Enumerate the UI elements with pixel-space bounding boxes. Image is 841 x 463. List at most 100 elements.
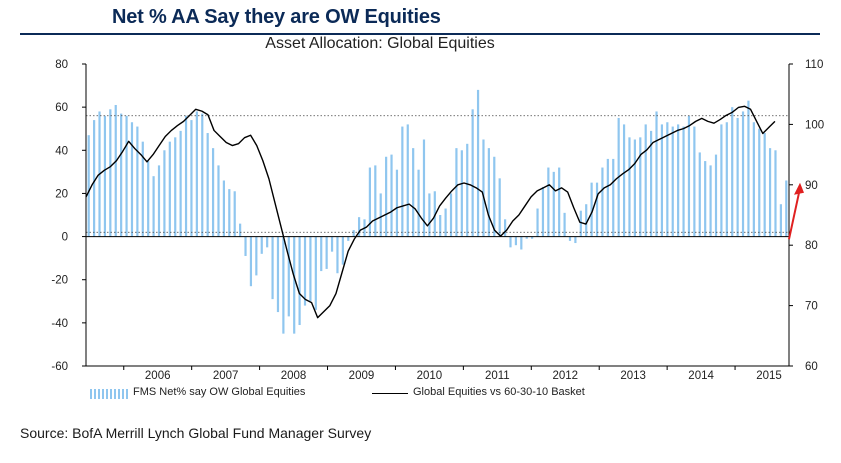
bar [595,182,599,237]
header-title: Net % AA Say they are OW Equities [112,6,441,28]
bar [125,115,128,237]
bar [568,236,572,241]
bar [401,126,404,237]
right-tick-label: 90 [805,180,818,192]
bar [650,130,653,237]
bar [249,236,253,287]
bar [93,120,96,237]
chart-title: Asset Allocation: Global Equities [265,35,495,52]
bar [293,236,296,334]
bar [120,113,123,237]
bar [774,150,777,237]
bar [222,180,225,237]
bar [709,165,712,237]
source-note: Source: BofA Merrill Lynch Global Fund M… [20,425,372,441]
bar [201,113,204,237]
bar [87,135,90,237]
left-tick-label: 80 [55,59,68,71]
bar [720,124,723,237]
bar [633,139,636,237]
bar [109,109,112,237]
bar [660,124,664,237]
bar [395,169,399,237]
line-series-global-equities [85,105,776,319]
tick-labels: 80 60 40 20 0 -20 -40 -60 110 100 90 80 70 60 2006 2007… [51,59,824,382]
bar [704,161,707,237]
left-tick-label: 20 [55,188,68,200]
bar [677,124,680,237]
bar [130,122,134,237]
bar [282,236,285,334]
bar [644,124,647,237]
arrow-head [794,182,804,195]
bar [174,137,177,237]
x-tick-label: 2010 [417,370,443,382]
bar [536,208,539,237]
left-tick-label: -40 [51,318,68,330]
bar [731,107,734,237]
x-tick-label: 2009 [349,370,375,382]
bar [606,158,609,237]
left-tick-label: -20 [51,275,68,287]
right-tick-label: 100 [805,119,824,131]
bar [184,115,188,237]
bar [552,171,555,237]
bar [325,236,328,269]
bar [266,236,269,248]
legend-swatch-bars [90,389,128,399]
bar [579,210,582,237]
bar [558,167,561,237]
x-tick-label: 2008 [281,370,307,382]
bar [239,223,242,237]
bar [531,236,534,239]
bar [417,169,420,237]
bar [217,165,220,237]
x-tick-label: 2012 [552,370,578,382]
bar [509,236,512,248]
bar [298,236,301,326]
left-tick-label: 60 [55,102,68,114]
bar [639,137,642,237]
bar [514,236,518,246]
bar [271,236,274,300]
x-tick-label: 2011 [485,370,510,382]
bar [195,111,198,237]
right-tick-label: 70 [805,301,818,313]
bar [622,124,626,237]
bar [168,141,171,237]
reference-lines [86,115,789,233]
bar [487,148,490,237]
bar [525,236,528,239]
bar [303,236,307,306]
bar [244,236,247,256]
right-tick-label: 60 [805,361,818,373]
legend-label-bars: FMS Net% say OW Global Equities [133,386,306,398]
bar [314,236,317,310]
bar [693,126,696,237]
bar [574,236,577,244]
bar [379,193,382,237]
bar [412,148,415,237]
bar [785,180,788,237]
bar [520,236,523,250]
bar [287,236,290,317]
bar [136,126,139,237]
bar [471,109,474,237]
bar [422,139,426,237]
bar [228,189,231,237]
bar [444,208,447,237]
bar [368,167,371,237]
bar [260,236,263,254]
left-tick-label: -60 [51,361,68,373]
bar-series [87,89,788,334]
left-tick-label: 40 [55,145,68,157]
bar [190,120,193,237]
bar [585,204,588,237]
bar [352,230,355,237]
bar [779,204,782,237]
bar [671,126,674,237]
header-rule [20,33,820,35]
bar [747,100,750,237]
bar [211,148,215,237]
